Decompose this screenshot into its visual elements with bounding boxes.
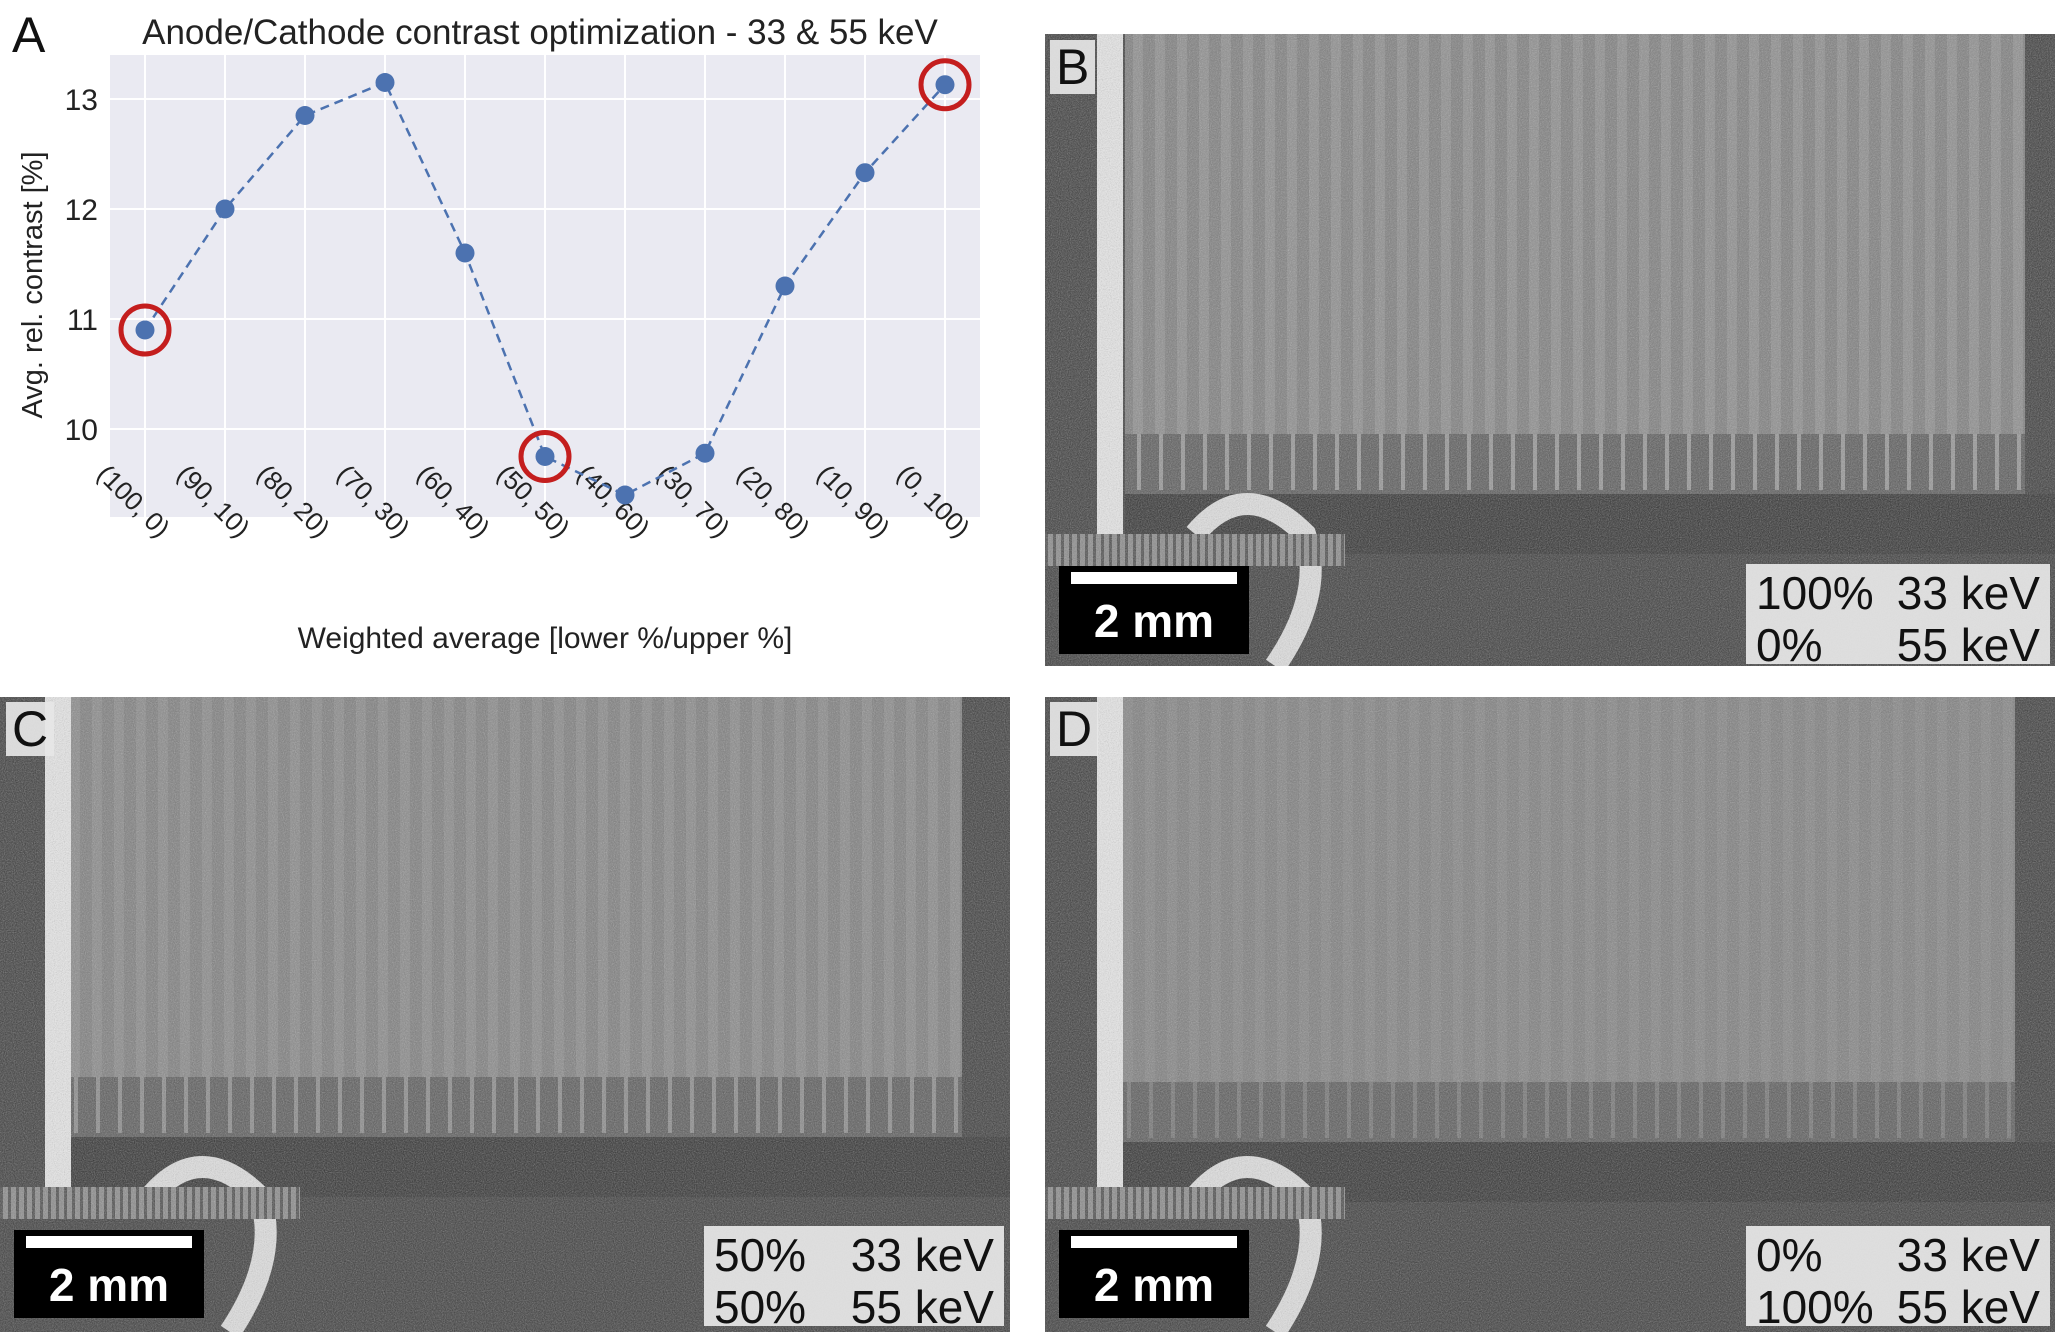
data-point [855,163,875,183]
energy-pct: 100% [1756,1280,1874,1333]
highlight-circles [118,58,972,483]
energy-kev: 33 keV [1896,1229,2040,1281]
y-axis-label: Avg. rel. contrast [%] [17,151,49,418]
series-line [143,80,946,497]
highlight-circle [518,430,572,483]
data-point [215,199,235,219]
panel-letter-a: A [12,7,46,63]
energy-row: 0% 55 keV [1756,618,2040,672]
panel-letter-b: B [1050,40,1096,94]
energy-pct: 0% [1756,1229,1823,1281]
energy-box-d: 0% 33 keV 100% 55 keV [1746,1226,2050,1332]
energy-kev: 33 keV [1896,567,2040,619]
ct-image-d [1045,697,2055,1332]
data-point [535,447,555,466]
scale-label-c: 2 mm [48,1259,170,1311]
data-point [295,106,315,125]
energy-row: 50% 55 keV [714,1280,994,1333]
energy-pct: 50% [714,1229,807,1281]
chart-title: Anode/Cathode contrast optimization - 33… [142,13,938,52]
energy-row: 100% 33 keV [1756,567,2040,620]
scale-label-b: 2 mm [1093,595,1215,647]
energy-box-b: 100% 33 keV 0% 55 keV [1746,564,2050,670]
y-tick-label: 10 [65,414,98,447]
x-axis-label: Weighted average [lower %/upper %] [298,622,793,655]
scale-bar-b: 2 mm [1059,566,1249,654]
data-point [135,320,155,340]
data-point [935,75,955,95]
data-points [135,73,955,505]
data-point [695,443,715,463]
scale-bar-c: 2 mm [14,1230,204,1318]
panel-letter-d: D [1050,702,1099,756]
energy-kev: 55 keV [1896,1280,2040,1333]
energy-row: 100% 55 keV [1756,1280,2040,1333]
grid-lines [110,55,980,517]
energy-kev: 55 keV [1896,618,2040,671]
y-tick-labels: 10 11 12 13 [65,84,98,447]
panel-letter-c: C [6,702,55,756]
energy-kev: 33 keV [850,1229,994,1281]
scale-label-d: 2 mm [1093,1259,1215,1311]
energy-row: 0% 33 keV [1756,1229,2040,1282]
energy-kev: 55 keV [850,1280,994,1333]
energy-pct: 50% [714,1280,807,1333]
energy-pct: 100% [1756,567,1874,619]
highlight-circle [918,58,972,112]
contrast-chart: Anode/Cathode contrast optimization - 33… [17,13,980,655]
energy-pct: 0% [1756,618,1823,671]
data-point [615,485,635,505]
scale-bar-d: 2 mm [1059,1230,1249,1318]
data-point [455,243,475,263]
data-point [775,276,795,296]
ct-image-b [1045,34,2055,666]
energy-row: 50% 33 keV [714,1229,994,1282]
highlight-circle [118,303,172,357]
energy-box-c: 50% 33 keV 50% 55 keV [704,1226,1004,1332]
y-tick-label: 13 [65,84,98,117]
y-tick-label: 12 [65,194,98,227]
data-point [375,73,395,92]
y-tick-label: 11 [67,304,98,337]
